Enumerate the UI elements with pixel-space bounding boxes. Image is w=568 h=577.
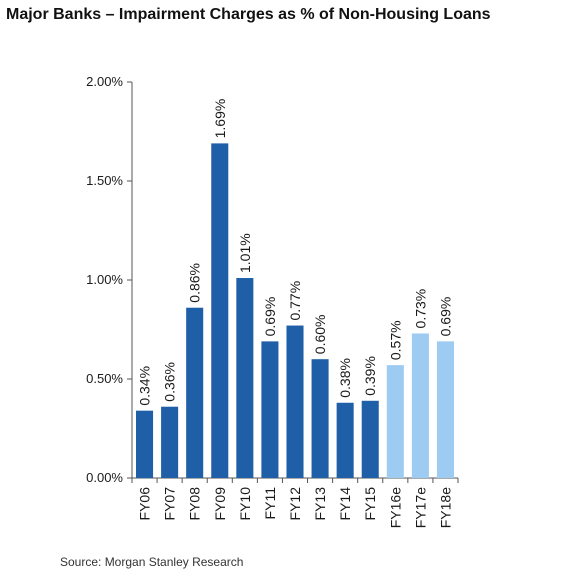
- bar: [436, 341, 454, 478]
- data-label: 1.69%: [212, 99, 228, 139]
- bar: [186, 307, 204, 478]
- bar: [411, 333, 429, 478]
- y-tick-labels: 0.00% 0.50% 1.00% 1.50% 2.00%: [86, 74, 459, 485]
- data-label: 0.38%: [337, 358, 353, 398]
- data-label: 0.86%: [187, 263, 203, 303]
- x-tick-label: FY08: [187, 487, 203, 521]
- bar: [311, 359, 329, 478]
- x-tick-label: FY14: [337, 487, 353, 521]
- data-label: 0.69%: [437, 297, 453, 337]
- data-label: 1.01%: [237, 233, 253, 273]
- x-tick-label: FY06: [137, 487, 153, 521]
- bar: [211, 143, 229, 478]
- x-tick-label: FY11: [262, 487, 278, 520]
- bar: [286, 325, 304, 478]
- y-tick-label: 2.00%: [86, 74, 123, 89]
- x-tick-label: FY18e: [437, 487, 453, 528]
- x-tick-label: FY12: [287, 487, 303, 521]
- x-tick-label: FY17e: [412, 487, 428, 528]
- data-label: 0.69%: [262, 297, 278, 337]
- source-note: Source: Morgan Stanley Research: [60, 555, 244, 569]
- x-tick-label: FY13: [312, 487, 328, 521]
- x-tick-label: FY16e: [387, 487, 403, 528]
- bar: [361, 400, 379, 478]
- data-label: 0.73%: [412, 289, 428, 329]
- bar-series: [136, 143, 454, 478]
- y-tick-label: 0.50%: [86, 371, 123, 386]
- x-tick-label: FY10: [237, 487, 253, 521]
- data-label: 0.39%: [362, 356, 378, 396]
- data-label: 0.77%: [287, 281, 303, 321]
- data-label: 0.36%: [162, 362, 178, 402]
- bar: [261, 341, 279, 478]
- x-tick-labels: FY06 FY07 FY08 FY09 FY10 FY11 FY12 FY13 FY14 FY15…: [137, 487, 454, 528]
- x-tick-label: FY07: [162, 487, 178, 521]
- y-tick-label: 1.50%: [86, 173, 123, 188]
- y-tick-label: 1.00%: [86, 272, 123, 287]
- chart-title: Major Banks – Impairment Charges as % of…: [6, 6, 491, 23]
- bar: [161, 406, 179, 478]
- x-tick-label: FY09: [212, 487, 228, 521]
- bar: [386, 365, 404, 478]
- data-label: 0.60%: [312, 314, 328, 354]
- y-tick-label: 0.00%: [86, 470, 123, 485]
- data-label: 0.57%: [387, 320, 403, 360]
- bar: [336, 402, 354, 478]
- bar: [136, 410, 154, 478]
- bar: [236, 278, 254, 478]
- x-tick-label: FY15: [362, 487, 378, 521]
- data-label: 0.34%: [137, 366, 153, 406]
- data-labels: 0.34% 0.36% 0.86% 1.69% 1.01% 0.69% 0.77% 0.60%…: [137, 99, 454, 406]
